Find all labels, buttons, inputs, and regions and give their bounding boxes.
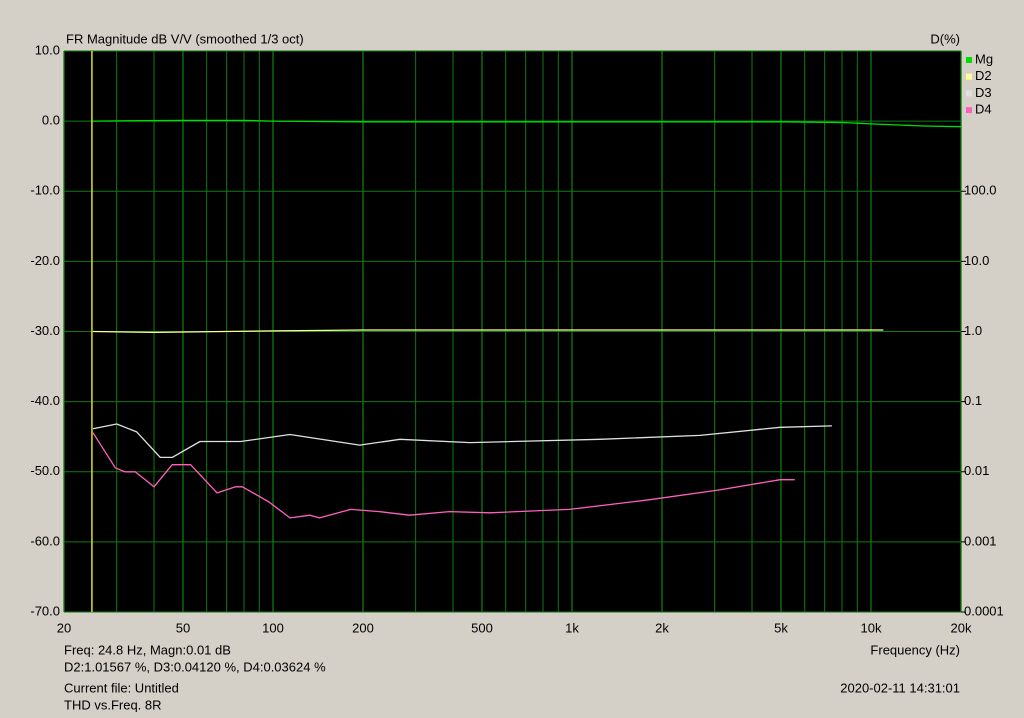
- chart-title: FR Magnitude dB V/V (smoothed 1/3 oct): [66, 31, 304, 46]
- x-tick-label: 50: [176, 620, 190, 635]
- y-tick-label: -40.0: [30, 393, 60, 408]
- legend-swatch: [966, 57, 972, 63]
- series-line: [92, 432, 795, 519]
- x-tick-label: 20: [57, 620, 71, 635]
- y-tick-label: 0.0: [42, 113, 60, 128]
- legend-swatch: [966, 90, 972, 97]
- x-tick-label: 1k: [565, 620, 579, 635]
- legend-label: D4: [975, 102, 992, 117]
- x-tick-label: 20k: [951, 620, 972, 635]
- legend-label: Mg: [975, 51, 993, 66]
- cursor-readout: Freq: 24.8 Hz, Magn:0.01 dB: [64, 642, 231, 657]
- y-tick-label: -50.0: [30, 463, 60, 478]
- legend-swatch: [966, 107, 972, 114]
- y-tick-label: -20.0: [30, 253, 60, 268]
- measurement-name: THD vs.Freq. 8R: [64, 697, 162, 712]
- y2-tick-label: 0.001: [964, 533, 997, 548]
- y-tick-label: -70.0: [30, 603, 60, 618]
- series-line: [92, 423, 832, 459]
- timestamp: 2020-02-11 14:31:01: [840, 680, 960, 695]
- x-tick-label: 5k: [774, 620, 788, 635]
- y-tick-label: -30.0: [30, 323, 60, 338]
- x-tick-label: 200: [352, 620, 374, 635]
- y2-tick-label: 1.0: [964, 323, 982, 338]
- distortion-readout: D2:1.01567 %, D3:0.04120 %, D4:0.03624 %: [64, 659, 326, 674]
- x-tick-label: 100: [262, 620, 284, 635]
- x-tick-label: 2k: [655, 620, 669, 635]
- y2-tick-label: 0.1: [964, 393, 982, 408]
- y2-tick-label: 100.0: [964, 183, 997, 198]
- x-tick-label: 500: [471, 620, 493, 635]
- series-line: [92, 329, 884, 334]
- legend-label: D2: [975, 68, 992, 83]
- y2-tick-label: 0.01: [964, 463, 989, 478]
- x-axis-label: Frequency (Hz): [870, 642, 960, 657]
- y-tick-label: -10.0: [30, 183, 60, 198]
- x-tick-label: 10k: [861, 620, 882, 635]
- y2-tick-label: 10.0: [964, 253, 989, 268]
- legend-swatch: [966, 73, 972, 80]
- series-line: [92, 119, 962, 128]
- y2-tick-label: 0.0001: [964, 603, 1004, 618]
- current-file: Current file: Untitled: [64, 680, 179, 695]
- y-tick-label: -60.0: [30, 533, 60, 548]
- legend-label: D3: [975, 85, 992, 100]
- y2-axis-label: D(%): [930, 31, 960, 46]
- y-tick-label: 10.0: [35, 42, 60, 57]
